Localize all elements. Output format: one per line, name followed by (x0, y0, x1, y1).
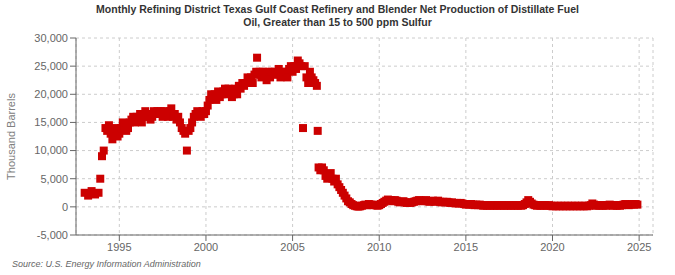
svg-text:10,000: 10,000 (34, 144, 68, 156)
svg-text:15,000: 15,000 (34, 116, 68, 128)
html-text:Source: U.S. Energy Informatio: Source: U.S. Energy Information Administ… (12, 259, 201, 269)
svg-text:1995: 1995 (107, 241, 131, 253)
svg-text:2010: 2010 (367, 241, 391, 253)
svg-text:0: 0 (62, 201, 68, 213)
svg-text:2015: 2015 (454, 241, 478, 253)
svg-text:25,000: 25,000 (34, 60, 68, 72)
svg-text:2000: 2000 (194, 241, 218, 253)
svg-text:2025: 2025 (627, 241, 651, 253)
html-text:Oil, Greater than 15 to 500 pp: Oil, Greater than 15 to 500 ppm Sulfur (243, 16, 432, 28)
svg-text:20,000: 20,000 (34, 88, 68, 100)
svg-text:Thousand Barrels: Thousand Barrels (8, 93, 17, 180)
svg-text:-5,000: -5,000 (37, 229, 68, 241)
svg-text:2020: 2020 (540, 241, 564, 253)
svg-text:30,000: 30,000 (34, 32, 68, 44)
svg-text:2005: 2005 (280, 241, 304, 253)
html-text:Monthly Refining District Texa: Monthly Refining District Texas Gulf Coa… (96, 3, 579, 15)
svg-text:5,000: 5,000 (40, 173, 68, 185)
